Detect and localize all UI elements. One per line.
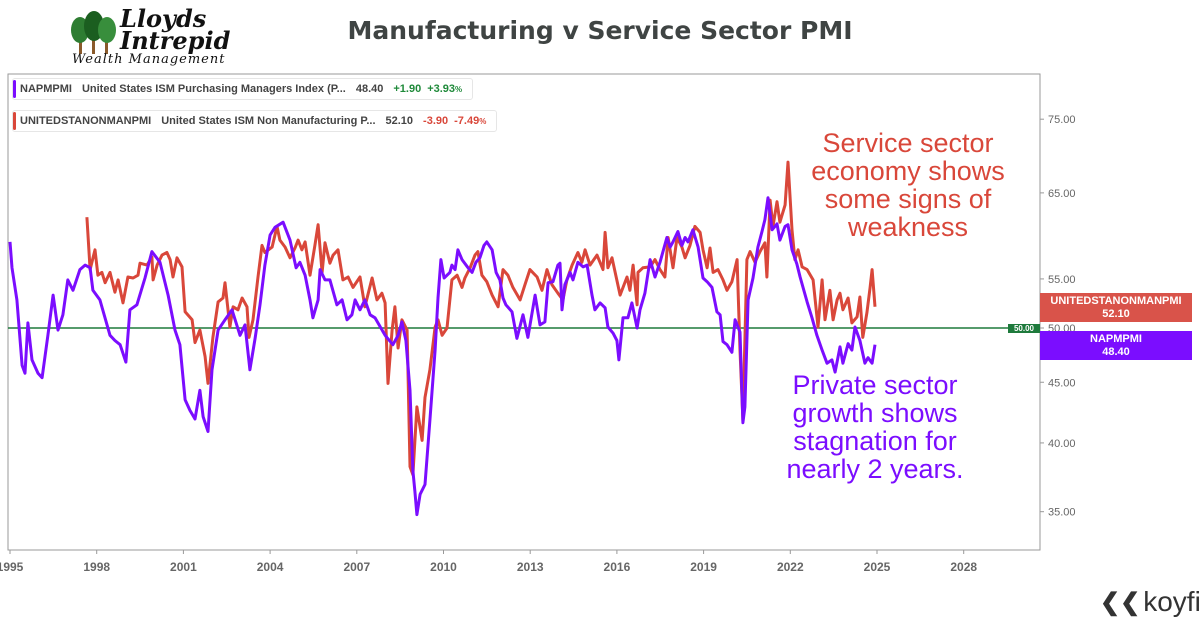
- legend-item-napmpmi[interactable]: NAPMPMI United States ISM Purchasing Man…: [12, 78, 474, 100]
- page-title: Manufacturing v Service Sector PMI: [347, 16, 853, 45]
- reference-value-badge: 50.00: [1008, 324, 1040, 333]
- legend-name: United States ISM Purchasing Managers In…: [81, 83, 346, 95]
- logo-line-3: Wealth Management: [72, 52, 226, 67]
- annotation-private-sector: Private sector growth shows stagnation for…: [786, 370, 964, 484]
- x-tick-label: 2019: [690, 560, 717, 574]
- legend-ticker: NAPMPMI: [20, 83, 72, 95]
- legend-item-unitedstanonmanpmi[interactable]: UNITEDSTANONMANPMI United States ISM Non…: [12, 110, 498, 132]
- logo-line-1: Lloyds: [120, 4, 207, 33]
- x-tick-label: 2022: [777, 560, 804, 574]
- last-value-label-purple: NAPMPMI 48.40: [1040, 331, 1192, 360]
- legend-value: 52.10: [385, 115, 414, 127]
- legend-pct: -7.49%: [454, 115, 487, 127]
- y-tick-label: 45.00: [1048, 377, 1076, 389]
- y-tick-label: 75.00: [1048, 114, 1076, 126]
- company-logo: Lloyds Intrepid Wealth Management: [70, 4, 231, 67]
- x-tick-label: 2028: [950, 560, 977, 574]
- legend-color-bar: [13, 112, 16, 130]
- legend-value: 48.40: [355, 83, 384, 95]
- y-tick-label: 55.00: [1048, 274, 1076, 286]
- x-tick-label: 2010: [430, 560, 457, 574]
- logo-line-2: Intrepid: [120, 26, 231, 55]
- series-line-unitedstanonmanpmi: [85, 160, 877, 477]
- x-tick-label: 2025: [864, 560, 891, 574]
- y-tick-label: 65.00: [1048, 188, 1076, 200]
- legend-color-bar: [13, 80, 16, 98]
- legend-ticker: UNITEDSTANONMANPMI: [20, 115, 152, 127]
- legend-pct: +3.93%: [427, 83, 463, 95]
- y-tick-label: 40.00: [1048, 438, 1076, 450]
- x-tick-label: 1998: [83, 560, 110, 574]
- last-value-label-red: UNITEDSTANONMANPMI 52.10: [1040, 293, 1192, 322]
- legend-name: United States ISM Non Manufacturing P...: [161, 115, 376, 127]
- annotation-service-sector: Service sector economy shows some signs of…: [811, 128, 1005, 242]
- x-tick-label: 2016: [604, 560, 631, 574]
- y-tick-label: 35.00: [1048, 507, 1076, 519]
- koyfin-wordmark: koyfin: [1143, 586, 1200, 617]
- x-tick-label: 2013: [517, 560, 544, 574]
- x-tick-label: 2007: [343, 560, 370, 574]
- koyfin-logo-icon: ❮❮: [1100, 588, 1141, 616]
- x-tick-label: 2004: [257, 560, 284, 574]
- series-line-napmpmi: [8, 196, 877, 517]
- x-tick-label: 2001: [170, 560, 197, 574]
- x-tick-label: 1995: [0, 560, 24, 574]
- legend-change: -3.90: [423, 115, 449, 127]
- legend-change: +1.90: [393, 83, 422, 95]
- trees-icon: [71, 11, 116, 54]
- koyfin-brand: ❮❮ koyfin: [1100, 586, 1200, 618]
